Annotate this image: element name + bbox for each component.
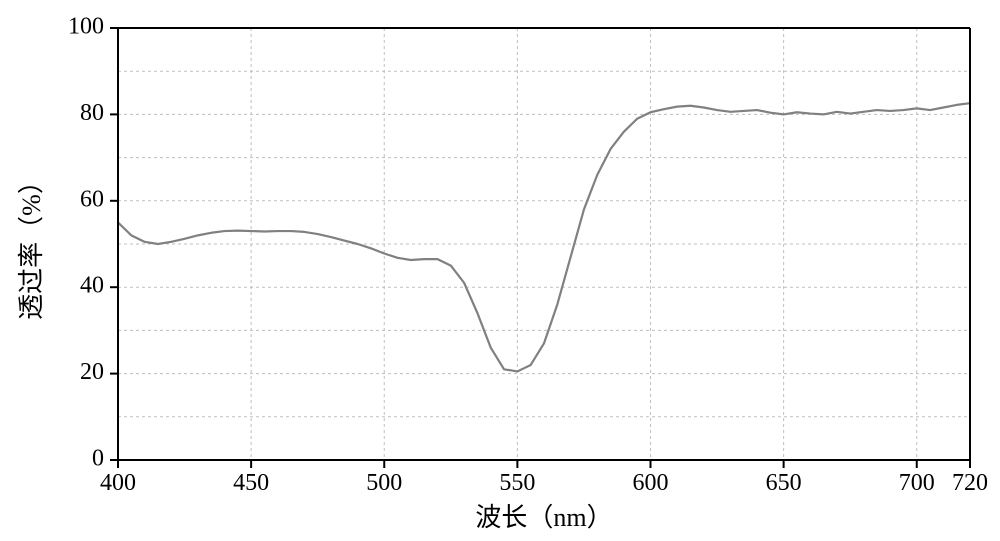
y-tick-label: 40 — [80, 273, 104, 299]
x-tick-label: 650 — [766, 470, 802, 496]
x-tick-label: 720 — [952, 470, 988, 496]
x-tick-label: 600 — [633, 470, 669, 496]
y-tick-label: 20 — [80, 359, 104, 385]
x-tick-label: 550 — [499, 470, 535, 496]
x-tick-label: 450 — [233, 470, 269, 496]
y-tick-label: 0 — [92, 446, 104, 472]
y-tick-label: 100 — [68, 14, 104, 40]
x-tick-label: 400 — [100, 470, 136, 496]
y-axis-title: 透过率（%） — [17, 168, 46, 320]
y-tick-label: 80 — [80, 100, 104, 126]
line-chart: 0 20 40 60 80 100 400 450 500 550 600 650 700 720 波长（n… — [0, 0, 1000, 541]
x-tick-label: 700 — [899, 470, 935, 496]
x-axis-title: 波长（nm） — [475, 503, 612, 532]
chart-container: 0 20 40 60 80 100 400 450 500 550 600 650 700 720 波长（n… — [0, 0, 1000, 541]
x-tick-label: 500 — [366, 470, 402, 496]
y-tick-label: 60 — [80, 186, 104, 212]
